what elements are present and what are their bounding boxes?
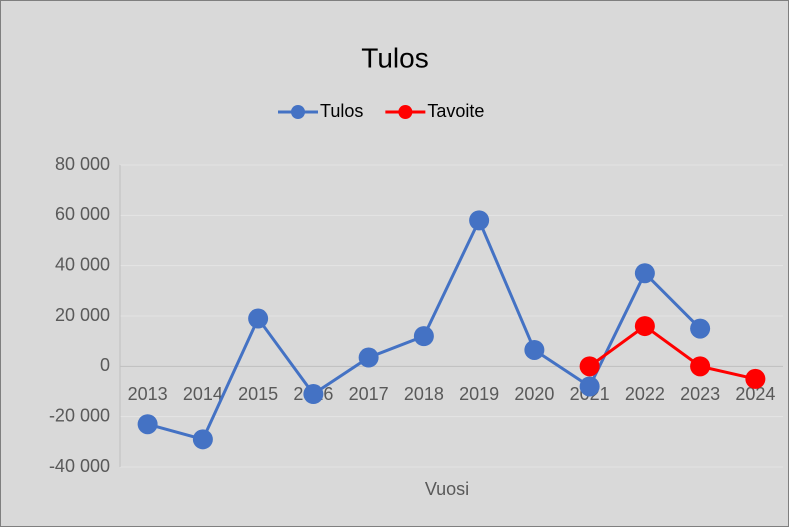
y-tick-label: -20 000 xyxy=(49,405,110,425)
x-tick-label: 2023 xyxy=(680,384,720,404)
data-point xyxy=(303,384,324,405)
legend-marker xyxy=(398,105,413,119)
x-tick-label: 2013 xyxy=(128,384,168,404)
y-tick-label: 40 000 xyxy=(55,254,110,274)
data-point xyxy=(137,414,158,435)
data-point xyxy=(469,210,490,231)
series-line xyxy=(588,324,756,381)
data-point xyxy=(579,356,600,377)
y-tick-label: 20 000 xyxy=(55,305,110,325)
y-tick-label: 80 000 xyxy=(55,154,110,174)
data-point xyxy=(690,356,711,377)
data-point xyxy=(745,368,766,389)
x-tick-label: 2017 xyxy=(349,384,389,404)
data-point xyxy=(690,318,711,339)
x-tick-label: 2014 xyxy=(183,384,223,404)
x-tick-label: 2022 xyxy=(625,384,665,404)
data-point xyxy=(413,326,434,347)
data-point xyxy=(358,347,379,368)
x-tick-label: 2015 xyxy=(238,384,278,404)
x-tick-label: 2019 xyxy=(459,384,499,404)
data-point xyxy=(192,429,213,450)
chart-title: Tulos xyxy=(361,42,428,73)
data-point xyxy=(524,339,545,360)
y-tick-label: 0 xyxy=(100,355,110,375)
x-tick-label: 2020 xyxy=(514,384,554,404)
legend-label: Tavoite xyxy=(427,101,484,121)
legend-label: Tulos xyxy=(320,101,363,121)
y-tick-label: -40 000 xyxy=(49,456,110,476)
data-point xyxy=(634,316,655,337)
data-point xyxy=(634,263,655,284)
legend-marker xyxy=(291,105,305,119)
x-tick-label: 2018 xyxy=(404,384,444,404)
x-axis-label: Vuosi xyxy=(425,479,469,499)
y-tick-label: 60 000 xyxy=(55,204,110,224)
data-point xyxy=(248,308,269,329)
x-tick-label: 2024 xyxy=(735,384,775,404)
data-point xyxy=(579,376,600,397)
